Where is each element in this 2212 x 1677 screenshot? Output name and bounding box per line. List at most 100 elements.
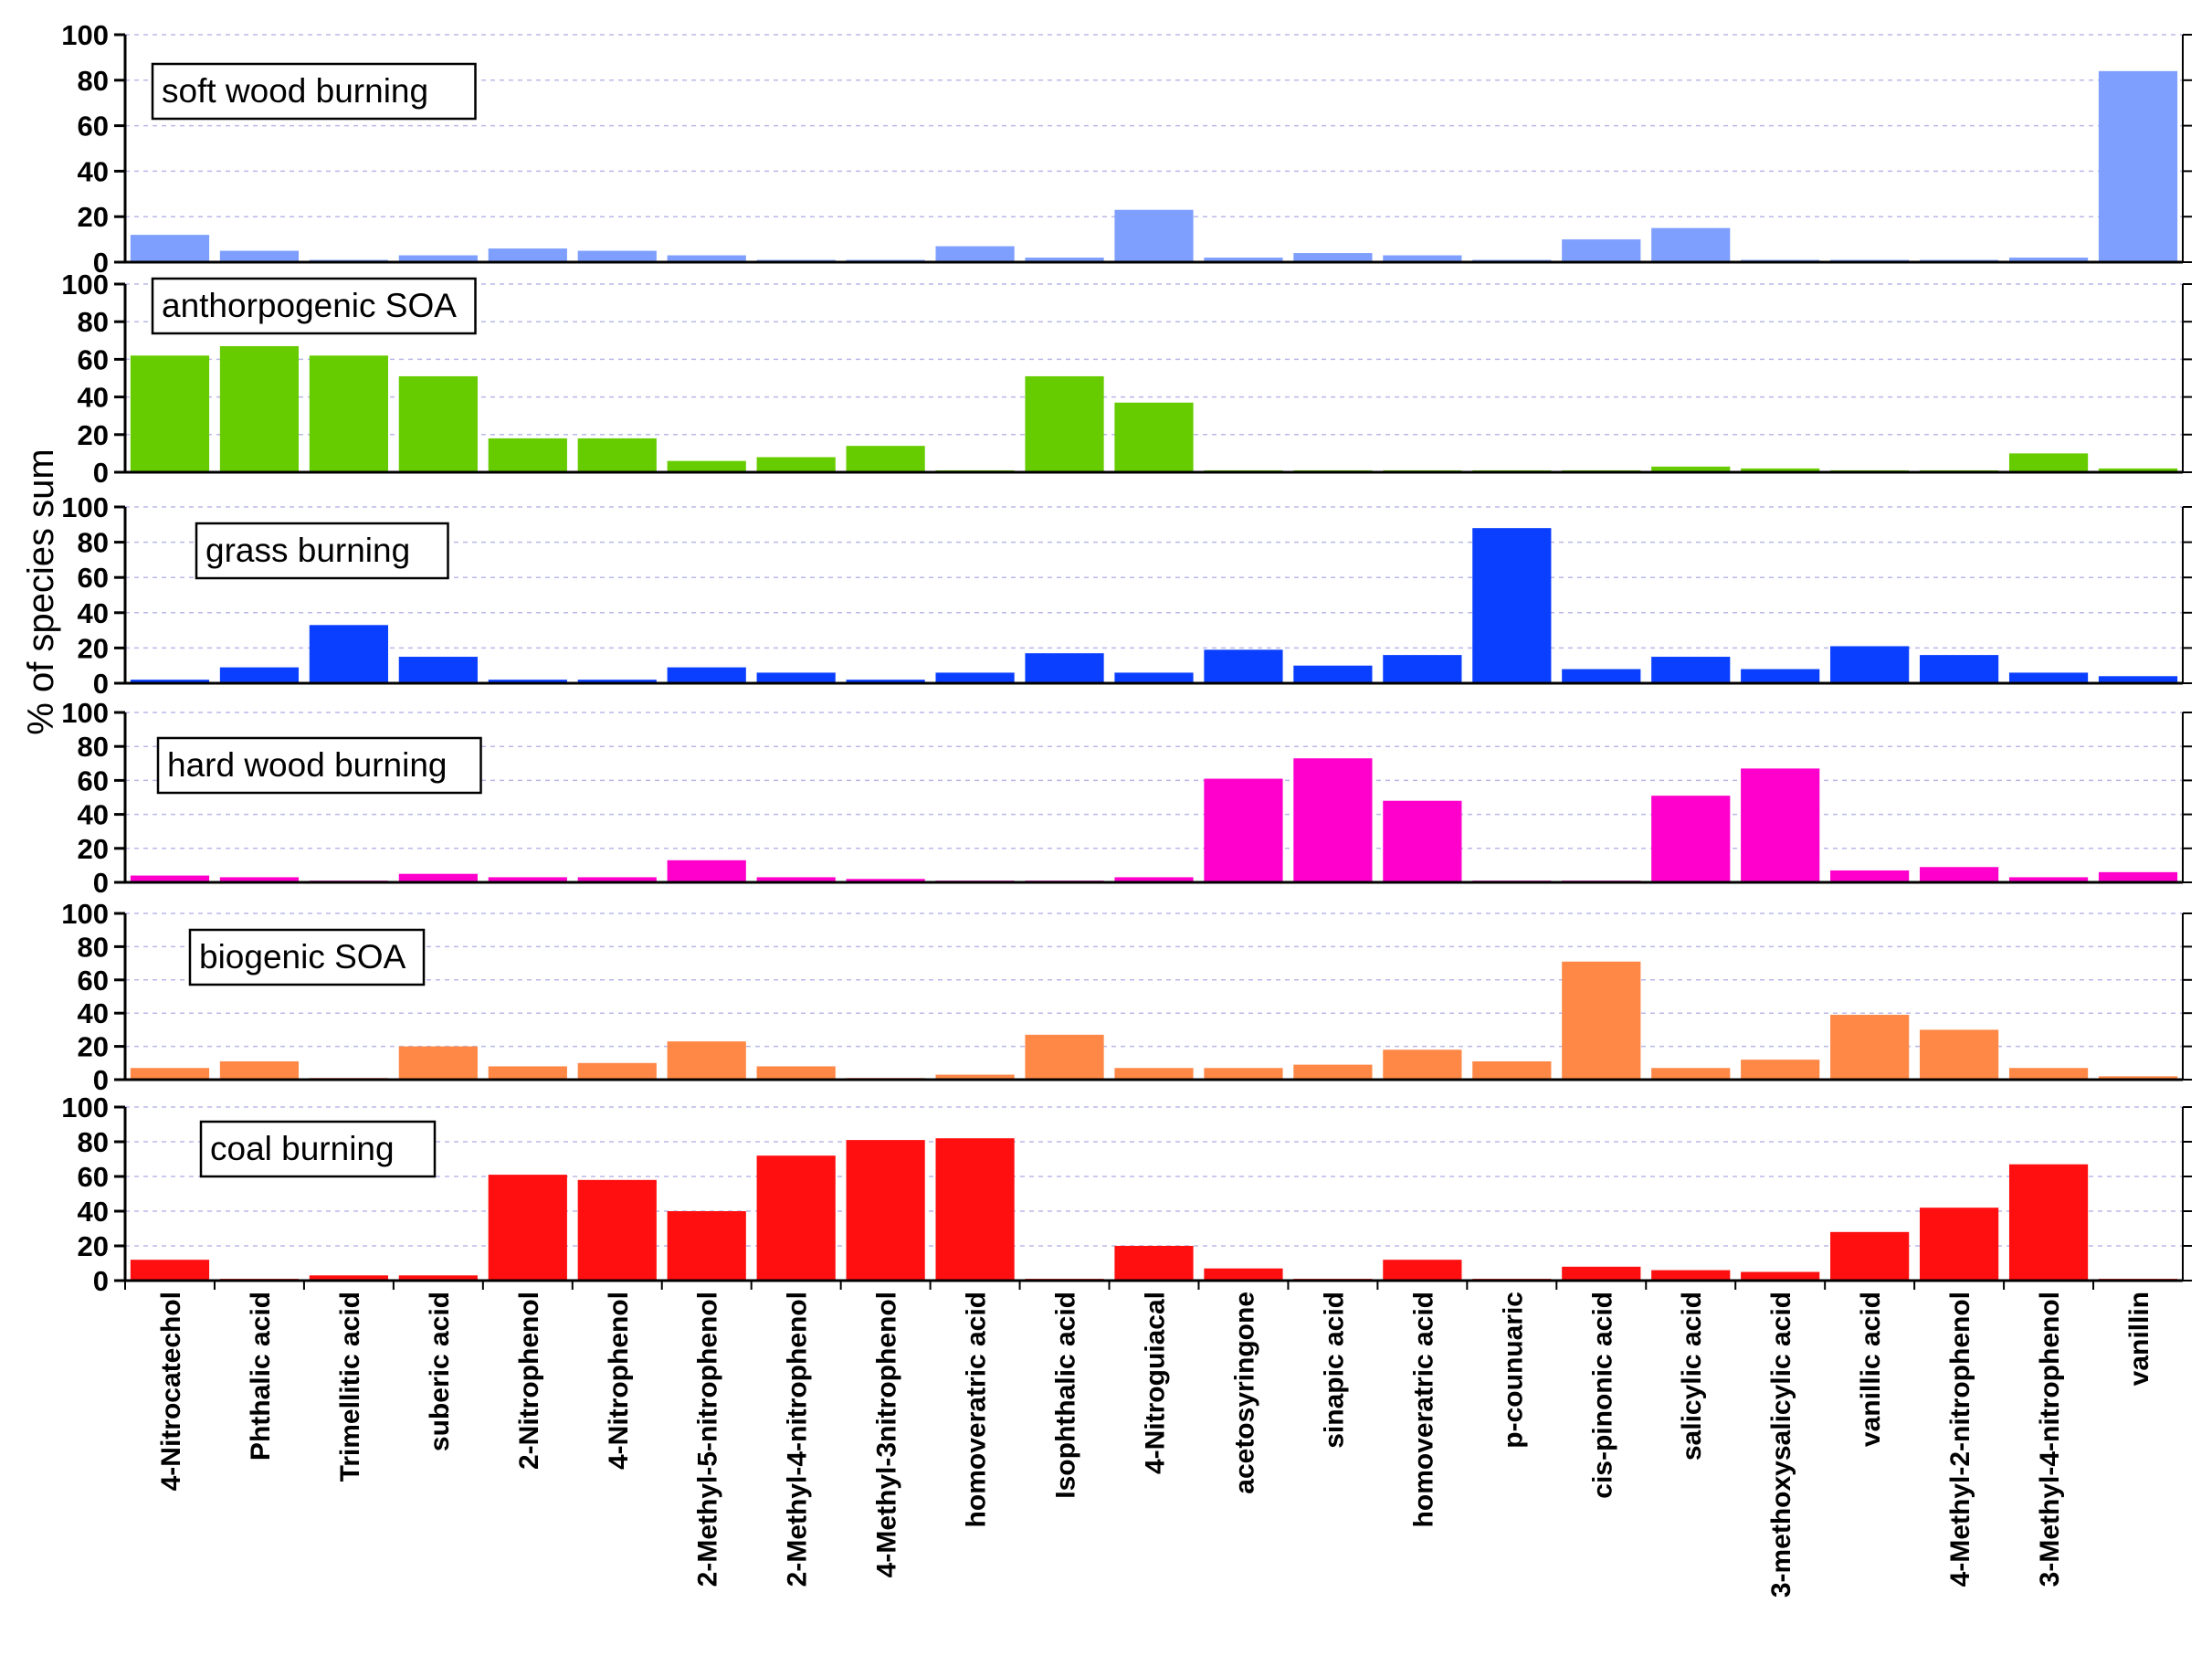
bar-soft-wood-burning-suberic-acid-3 <box>398 255 478 262</box>
bar-hard-wood-burning-homoveratric-acid-14 <box>1383 800 1462 882</box>
bar-coal-burning-cis-pinonic-acid-16 <box>1562 1266 1641 1281</box>
bar-grass-burning-2-methyl-4-nitrophenol-7 <box>756 672 836 683</box>
bar-soft-wood-burning-acetosyringone-12 <box>1204 258 1283 262</box>
bar-biogenic-soa-isophthalic-acid-10 <box>1025 1034 1104 1080</box>
bar-grass-burning-3-methoxysalicylic-acid-18 <box>1741 669 1820 683</box>
x-category-label-7: 2-Methyl-4-nitrophenol <box>783 1292 813 1587</box>
bar-hard-wood-burning-phthalic-acid-1 <box>219 877 300 882</box>
bar-hard-wood-burning-2-methyl-5-nitrophenol-6 <box>667 860 746 882</box>
y-tick-label: 20 <box>78 419 109 451</box>
bar-soft-wood-burning-cis-pinonic-acid-16 <box>1562 239 1641 262</box>
bar-coal-burning-4-methyl-3nitrophenol-8 <box>846 1140 925 1281</box>
panel-anthorpogenic-soa: 0 20 40 60 80 100 anthorpogenic SOA <box>61 269 2192 489</box>
x-category-label-10: Isophthalic acid <box>1051 1292 1081 1499</box>
y-tick-label: 60 <box>78 765 109 796</box>
bar-coal-burning-vanillic-acid-19 <box>1830 1231 1910 1281</box>
bar-coal-burning-homoveratric-acid-9 <box>935 1138 1015 1281</box>
x-category-label-0: 4-Nitrocatechol <box>156 1292 186 1491</box>
y-tick-label: 20 <box>78 201 109 233</box>
y-tick-label: 40 <box>78 799 109 831</box>
bar-hard-wood-burning-3-methyl-4-nitrophenol-21 <box>2008 877 2089 882</box>
bar-coal-burning-suberic-acid-3 <box>398 1275 478 1281</box>
bar-biogenic-soa-cis-pinonic-acid-16 <box>1562 961 1641 1080</box>
y-tick-label: 80 <box>78 527 109 559</box>
bar-anthorpogenic-soa-suberic-acid-3 <box>398 375 478 472</box>
panel-label-anthorpogenic-soa: anthorpogenic SOA <box>162 287 457 324</box>
panel-label-box <box>188 928 426 986</box>
bar-coal-burning-4-methyl-2-nitrophenol-20 <box>1920 1208 1999 1281</box>
bar-biogenic-soa-4-methyl-2-nitrophenol-20 <box>1920 1029 1999 1080</box>
bar-soft-wood-burning-homoveratric-acid-9 <box>935 246 1015 262</box>
bar-anthorpogenic-soa-2-methyl-5-nitrophenol-6 <box>667 460 746 472</box>
panel-soft-wood-burning: 0 20 40 60 80 100 soft wood burning <box>61 19 2192 279</box>
bar-hard-wood-burning-vanillin-22 <box>2098 871 2178 882</box>
bar-biogenic-soa-vanillic-acid-19 <box>1830 1015 1910 1080</box>
bar-biogenic-soa-4-nitroguiacal-11 <box>1114 1068 1194 1080</box>
bar-anthorpogenic-soa-3-methoxysalicylic-acid-18 <box>1741 468 1820 472</box>
bar-grass-burning-vanillic-acid-19 <box>1830 646 1910 683</box>
bar-grass-burning-isophthalic-acid-10 <box>1025 653 1104 683</box>
bar-soft-wood-burning-2-nitrophenol-4 <box>488 248 567 262</box>
y-tick-label: 40 <box>78 997 109 1029</box>
panel-label-box <box>195 522 449 580</box>
bar-biogenic-soa-sinapic-acid-13 <box>1293 1064 1373 1080</box>
bar-hard-wood-burning-suberic-acid-3 <box>398 873 478 882</box>
panel-label-soft-wood-burning: soft wood burning <box>162 72 428 110</box>
x-category-label-2: Trimellitic acid <box>335 1292 365 1482</box>
bar-soft-wood-burning-2-methyl-5-nitrophenol-6 <box>667 255 746 262</box>
bar-soft-wood-burning-3-methyl-4-nitrophenol-21 <box>2008 258 2089 262</box>
bar-hard-wood-burning-4-methyl-2-nitrophenol-20 <box>1920 867 1999 882</box>
y-tick-label: 80 <box>78 65 109 97</box>
y-tick-label: 40 <box>78 1196 109 1228</box>
bar-anthorpogenic-soa-isophthalic-acid-10 <box>1025 375 1104 472</box>
y-tick-label: 100 <box>61 269 109 301</box>
x-category-label-17: salicylic acid <box>1677 1292 1707 1461</box>
y-tick-label: 40 <box>78 155 109 187</box>
y-axis-label: % of species sum <box>21 448 61 734</box>
bar-biogenic-soa-4-nitrophenol-5 <box>577 1062 657 1080</box>
y-tick-label: 0 <box>93 457 109 489</box>
panel-label-coal-burning: coal burning <box>210 1130 395 1167</box>
bar-anthorpogenic-soa-trimellitic-acid-2 <box>309 355 388 472</box>
x-category-label-20: 4-Methyl-2-nitrophenol <box>1945 1292 1975 1587</box>
y-tick-label: 80 <box>78 931 109 963</box>
bar-coal-burning-2-methyl-5-nitrophenol-6 <box>667 1211 746 1281</box>
bar-anthorpogenic-soa-2-methyl-4-nitrophenol-7 <box>756 457 836 472</box>
x-category-label-19: vanillic acid <box>1856 1292 1886 1447</box>
y-tick-label: 40 <box>78 597 109 629</box>
y-tick-label: 80 <box>78 306 109 338</box>
y-tick-label: 20 <box>78 833 109 865</box>
bar-biogenic-soa-acetosyringone-12 <box>1204 1068 1283 1080</box>
bar-coal-burning-2-methyl-4-nitrophenol-7 <box>756 1155 836 1281</box>
y-tick-label: 80 <box>78 1126 109 1158</box>
panel-label-biogenic-soa: biogenic SOA <box>199 938 406 976</box>
bar-biogenic-soa-3-methoxysalicylic-acid-18 <box>1741 1060 1820 1080</box>
y-tick-label: 100 <box>61 1092 109 1123</box>
y-tick-label: 20 <box>78 1031 109 1063</box>
bar-biogenic-soa-4-nitrocatechol-0 <box>130 1068 210 1080</box>
y-tick-label: 100 <box>61 491 109 523</box>
bar-biogenic-soa-suberic-acid-3 <box>398 1046 478 1080</box>
bar-hard-wood-burning-2-methyl-4-nitrophenol-7 <box>756 877 836 882</box>
x-category-label-22: vanillin <box>2124 1292 2154 1386</box>
bar-biogenic-soa-p-counuaric-15 <box>1472 1060 1552 1080</box>
bar-biogenic-soa-2-methyl-5-nitrophenol-6 <box>667 1041 746 1080</box>
y-tick-label: 40 <box>78 382 109 414</box>
x-category-label-6: 2-Methyl-5-nitrophenol <box>693 1292 723 1587</box>
bar-hard-wood-burning-sinapic-acid-13 <box>1293 758 1373 882</box>
bar-hard-wood-burning-3-methoxysalicylic-acid-18 <box>1741 768 1820 882</box>
x-category-label-13: sinapic acid <box>1319 1292 1349 1449</box>
x-category-label-3: suberic acid <box>425 1292 455 1451</box>
y-tick-label: 0 <box>93 1265 109 1297</box>
x-category-label-4: 2-Nitrophenol <box>514 1292 544 1470</box>
bar-soft-wood-burning-vanillin-22 <box>2098 70 2178 262</box>
y-tick-label: 0 <box>93 247 109 279</box>
y-tick-label: 60 <box>78 111 109 142</box>
bar-soft-wood-burning-4-nitrocatechol-0 <box>130 235 210 262</box>
bar-grass-burning-cis-pinonic-acid-16 <box>1562 669 1641 683</box>
bar-grass-burning-suberic-acid-3 <box>398 657 478 683</box>
bar-coal-burning-3-methoxysalicylic-acid-18 <box>1741 1271 1820 1281</box>
bar-grass-burning-p-counuaric-15 <box>1472 528 1552 683</box>
